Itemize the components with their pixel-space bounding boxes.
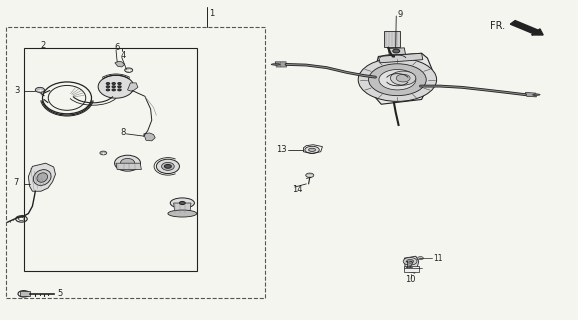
Circle shape [397,74,410,82]
Ellipse shape [98,75,134,98]
Text: 1: 1 [209,9,214,18]
Text: 3: 3 [14,86,20,95]
Circle shape [118,86,121,88]
Ellipse shape [168,210,197,217]
Polygon shape [373,53,432,104]
Circle shape [106,89,110,91]
Circle shape [118,83,121,84]
Polygon shape [115,61,125,67]
Circle shape [125,68,133,72]
Ellipse shape [157,159,179,173]
Text: 14: 14 [292,185,302,194]
Circle shape [179,201,185,204]
Circle shape [369,64,426,96]
Circle shape [403,258,417,265]
Polygon shape [525,92,536,97]
Text: 13: 13 [276,145,287,154]
Circle shape [112,89,116,91]
Ellipse shape [271,64,280,65]
Text: FR.: FR. [490,20,505,30]
Text: 9: 9 [398,10,403,19]
Text: 10: 10 [406,275,416,284]
Circle shape [106,86,110,88]
Ellipse shape [114,155,140,171]
Text: 6: 6 [115,43,120,52]
Ellipse shape [37,173,47,182]
Circle shape [358,58,436,101]
Polygon shape [405,256,418,273]
Bar [24,48,197,271]
Ellipse shape [162,162,174,170]
Circle shape [100,151,107,155]
Circle shape [379,69,416,90]
Polygon shape [173,203,191,213]
Circle shape [165,164,171,168]
Text: 4: 4 [121,51,126,60]
Polygon shape [275,62,287,67]
Circle shape [118,89,121,91]
Circle shape [35,87,45,92]
Ellipse shape [34,170,51,185]
Text: 2: 2 [40,41,45,50]
Ellipse shape [532,94,540,95]
Ellipse shape [305,146,319,153]
Circle shape [112,83,116,84]
Ellipse shape [170,198,194,208]
Ellipse shape [120,158,135,168]
Circle shape [112,86,116,88]
Circle shape [393,49,400,53]
Polygon shape [144,133,155,141]
Text: 8: 8 [121,128,126,137]
Text: 5: 5 [57,289,62,298]
Polygon shape [388,48,406,55]
Circle shape [306,173,314,178]
Polygon shape [379,53,423,63]
Bar [6,27,265,298]
Bar [20,291,29,296]
Polygon shape [116,163,142,170]
FancyArrow shape [510,20,543,35]
Ellipse shape [309,148,316,151]
Circle shape [417,257,423,260]
Circle shape [391,71,416,85]
Polygon shape [128,83,138,92]
Polygon shape [28,163,55,191]
Text: 12: 12 [405,261,414,270]
Text: 11: 11 [433,254,443,263]
Circle shape [407,260,413,263]
Bar [405,266,418,272]
Circle shape [106,83,110,84]
Text: 7: 7 [13,179,18,188]
Bar [384,31,401,47]
